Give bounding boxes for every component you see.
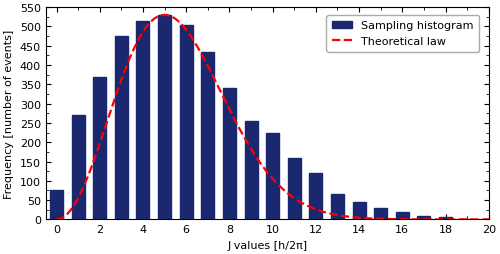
Bar — [244, 121, 258, 219]
Bar — [310, 173, 322, 219]
Bar — [352, 202, 366, 219]
Y-axis label: Frequency [number of events]: Frequency [number of events] — [4, 29, 14, 198]
Bar — [94, 77, 106, 219]
X-axis label: J values [h/2π]: J values [h/2π] — [227, 240, 308, 250]
Bar — [158, 16, 171, 219]
Bar — [50, 191, 63, 219]
Bar — [374, 208, 387, 219]
Bar — [439, 218, 452, 219]
Bar — [331, 195, 344, 219]
Legend: Sampling histogram, Theoretical law: Sampling histogram, Theoretical law — [326, 16, 479, 52]
Bar — [72, 116, 85, 219]
Bar — [115, 37, 128, 219]
Bar — [418, 216, 430, 219]
Bar — [136, 22, 149, 219]
Bar — [180, 25, 192, 219]
Bar — [288, 158, 300, 219]
Bar — [223, 89, 236, 219]
Bar — [266, 133, 279, 219]
Bar — [202, 52, 214, 219]
Bar — [396, 212, 409, 219]
